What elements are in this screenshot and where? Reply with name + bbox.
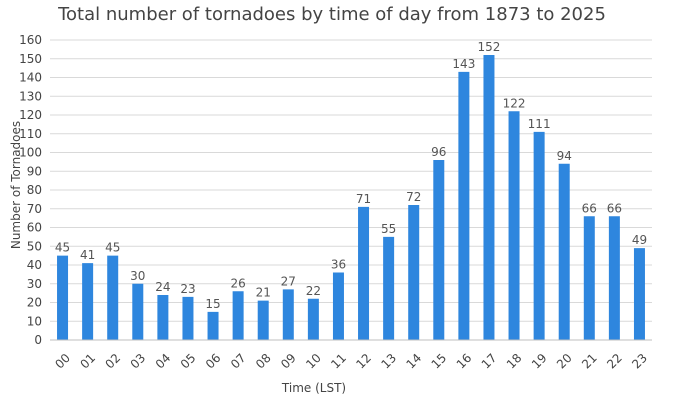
data-label: 24 — [155, 280, 170, 294]
bar-12 — [358, 206, 370, 340]
data-label: 152 — [478, 40, 501, 54]
data-label: 66 — [607, 201, 622, 215]
bar-21 — [583, 216, 595, 340]
y-tick-label: 90 — [27, 164, 42, 178]
x-tick-label: 06 — [203, 351, 224, 372]
x-tick-label: 19 — [529, 351, 550, 372]
y-tick-label: 20 — [27, 296, 42, 310]
y-tick-label: 100 — [19, 146, 42, 160]
data-label: 41 — [80, 248, 95, 262]
x-tick-label: 20 — [554, 351, 575, 372]
y-tick-label: 140 — [19, 71, 42, 85]
x-tick-label: 02 — [103, 351, 124, 372]
x-axis-title: Time (LST) — [281, 381, 346, 395]
y-tick-label: 60 — [27, 221, 42, 235]
bar-07 — [232, 291, 244, 340]
bar-22 — [608, 216, 620, 340]
data-label: 111 — [528, 117, 551, 131]
data-label: 49 — [632, 233, 647, 247]
bar-04 — [157, 295, 169, 340]
bar-16 — [458, 71, 470, 340]
bar-00 — [57, 255, 69, 340]
gridlines — [50, 39, 652, 322]
bar-01 — [82, 263, 94, 340]
bar-06 — [207, 311, 219, 340]
x-tick-label: 00 — [52, 351, 73, 372]
x-tick-label: 03 — [128, 351, 149, 372]
x-tick-label: 10 — [303, 351, 324, 372]
x-tick-label: 16 — [454, 351, 475, 372]
y-tick-label: 0 — [34, 333, 42, 347]
x-tick-label: 18 — [504, 351, 525, 372]
x-tick-label: 08 — [253, 351, 274, 372]
x-tick-label: 01 — [77, 351, 98, 372]
x-tick-label: 09 — [278, 351, 299, 372]
bar-05 — [182, 296, 194, 340]
y-tick-label: 10 — [27, 314, 42, 328]
y-tick-label: 50 — [27, 239, 42, 253]
bar-20 — [558, 163, 570, 340]
data-label: 72 — [406, 190, 421, 204]
x-tick-label: 07 — [228, 351, 249, 372]
x-tick-label: 04 — [153, 351, 174, 372]
data-label: 143 — [452, 57, 475, 71]
data-label: 45 — [55, 241, 70, 255]
data-label: 22 — [306, 284, 321, 298]
bar-02 — [107, 255, 119, 340]
y-tick-label: 130 — [19, 89, 42, 103]
bar-13 — [383, 236, 395, 340]
x-tick-label: 17 — [479, 351, 500, 372]
x-tick-label: 21 — [579, 351, 600, 372]
bar-17 — [483, 55, 495, 340]
bar-09 — [282, 289, 294, 340]
data-label: 21 — [256, 286, 271, 300]
data-label: 122 — [503, 96, 526, 110]
data-label: 45 — [105, 241, 120, 255]
data-label: 15 — [205, 297, 220, 311]
data-label: 23 — [180, 282, 195, 296]
x-tick-label: 11 — [328, 351, 349, 372]
x-tick-label: 13 — [378, 351, 399, 372]
y-tick-label: 80 — [27, 183, 42, 197]
y-tick-label: 70 — [27, 202, 42, 216]
data-label: 36 — [331, 258, 346, 272]
bar-08 — [257, 300, 269, 340]
data-label: 96 — [431, 145, 446, 159]
data-label: 94 — [557, 149, 572, 163]
bar-14 — [408, 205, 420, 340]
x-tick-label: 14 — [404, 351, 425, 372]
bar-10 — [307, 298, 319, 340]
data-label: 30 — [130, 269, 145, 283]
x-tick-label: 22 — [604, 351, 625, 372]
x-tick-label: 15 — [429, 351, 450, 372]
data-label: 55 — [381, 222, 396, 236]
data-label: 66 — [582, 201, 597, 215]
y-tick-label: 120 — [19, 108, 42, 122]
bar-23 — [633, 248, 645, 340]
y-axis-ticks: 0 10 20 30 40 50 60 70 80 90 100 110 120 130 140 150 160 — [19, 33, 42, 347]
y-tick-label: 160 — [19, 33, 42, 47]
x-axis-ticks: 00 01 02 03 04 05 06 07 08 09 10 11 12 13 14 15 16 17 18 19… — [52, 351, 650, 372]
data-label: 27 — [281, 274, 296, 288]
bar-19 — [533, 131, 545, 340]
bar-15 — [433, 160, 445, 340]
x-tick-label: 23 — [629, 351, 650, 372]
bar-18 — [508, 111, 520, 340]
y-axis-title: Number of Tornadoes — [9, 121, 23, 249]
y-tick-label: 30 — [27, 277, 42, 291]
y-tick-label: 110 — [19, 127, 42, 141]
y-tick-label: 150 — [19, 52, 42, 66]
data-label: 71 — [356, 192, 371, 206]
x-tick-label: 05 — [178, 351, 199, 372]
bars — [57, 55, 645, 340]
bar-11 — [332, 272, 344, 340]
chart-title: Total number of tornadoes by time of day… — [57, 4, 606, 25]
y-tick-label: 40 — [27, 258, 42, 272]
bar-03 — [132, 283, 144, 340]
x-tick-label: 12 — [353, 351, 374, 372]
data-label: 26 — [230, 276, 245, 290]
